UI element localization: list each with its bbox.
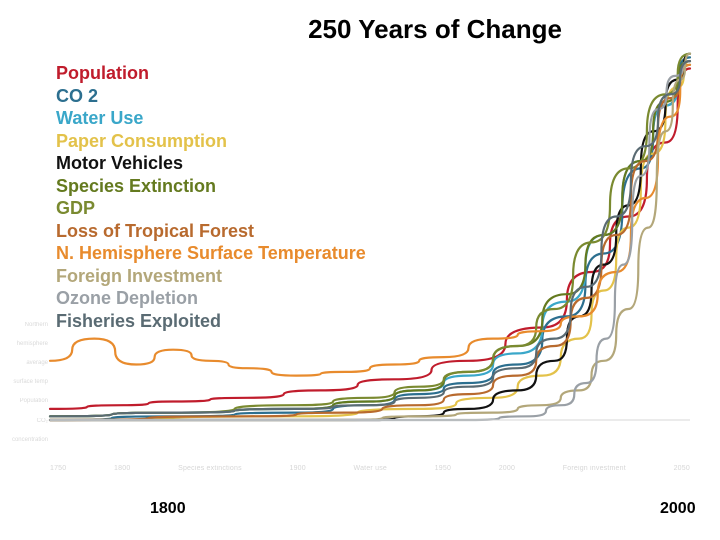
legend-item-forest: Loss of Tropical Forest <box>56 220 366 243</box>
legend: PopulationCO 2Water UsePaper Consumption… <box>56 62 366 332</box>
faint-y-labels: Northern hemisphereaverage surface tempP… <box>10 316 48 450</box>
chart-stage: 250 Years of Change PopulationCO 2Water … <box>0 0 720 540</box>
legend-item-paper: Paper Consumption <box>56 130 366 153</box>
legend-item-fisheries: Fisheries Exploited <box>56 310 366 333</box>
faint-left-label: average surface temp <box>10 354 48 392</box>
legend-item-fdi: Foreign Investment <box>56 265 366 288</box>
legend-item-ozone: Ozone Depletion <box>56 287 366 310</box>
legend-item-co2: CO 2 <box>56 85 366 108</box>
x-axis-label-start: 1800 <box>150 500 186 518</box>
legend-item-motor: Motor Vehicles <box>56 152 366 175</box>
legend-item-extinction: Species Extinction <box>56 175 366 198</box>
chart-title: 250 Years of Change <box>0 14 720 45</box>
legend-item-population: Population <box>56 62 366 85</box>
x-axis-label-end: 2000 <box>660 500 696 518</box>
legend-item-gdp: GDP <box>56 197 366 220</box>
faint-left-label: CO₂ concentration <box>10 412 48 450</box>
faint-left-label: Population <box>10 392 48 411</box>
legend-item-temp: N. Hemisphere Surface Temperature <box>56 242 366 265</box>
faint-left-label: Northern hemisphere <box>10 316 48 354</box>
legend-item-water: Water Use <box>56 107 366 130</box>
